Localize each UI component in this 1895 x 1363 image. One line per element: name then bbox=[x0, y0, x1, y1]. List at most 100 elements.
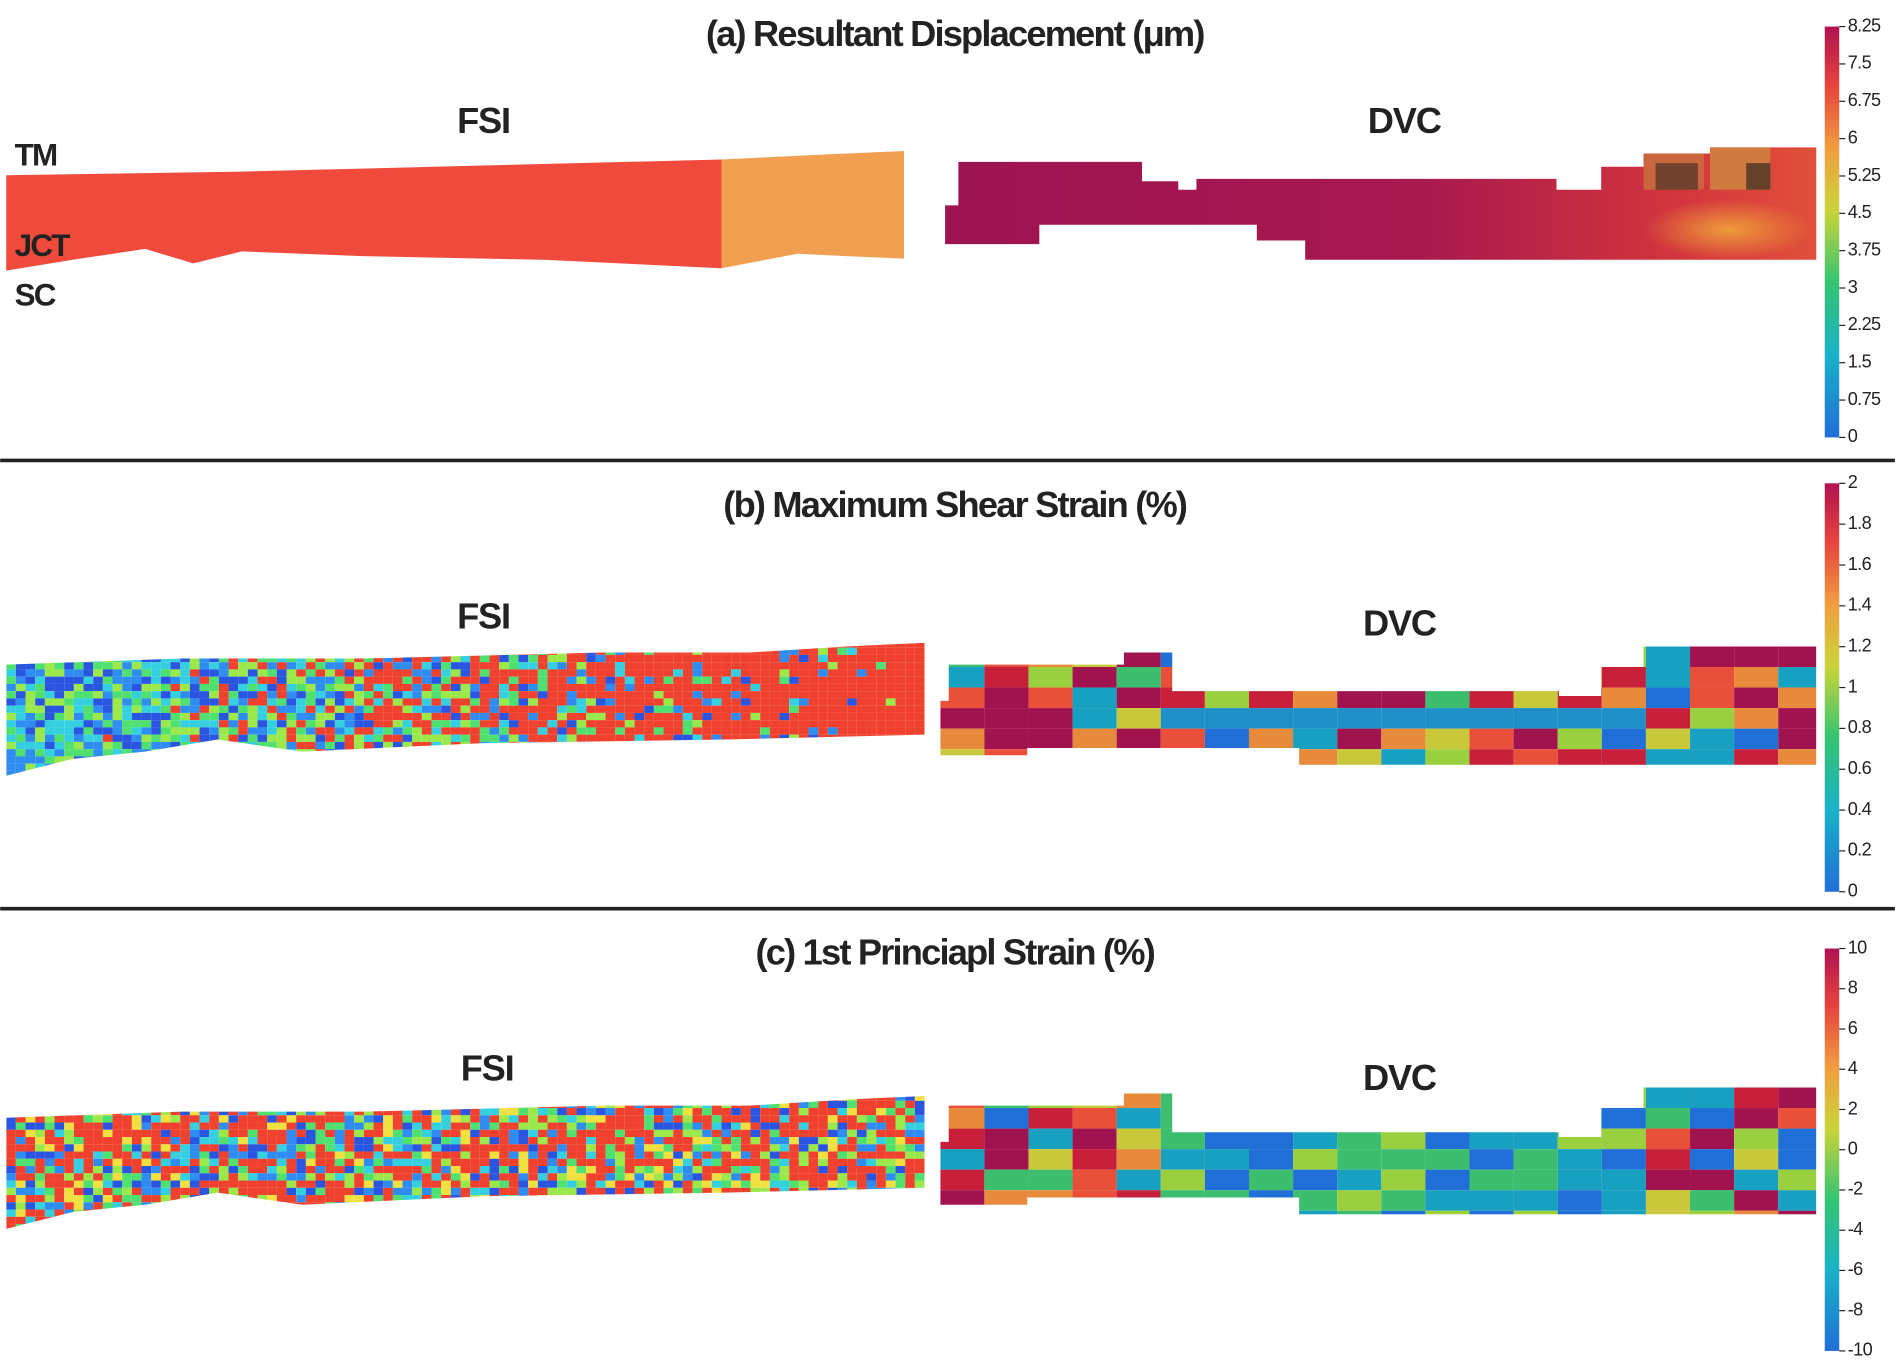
fsi-cell bbox=[83, 654, 94, 663]
fsi-cell bbox=[914, 712, 925, 721]
fsi-cell bbox=[64, 1151, 74, 1159]
fsi-cell bbox=[537, 1166, 548, 1174]
fsi-cell bbox=[441, 1158, 451, 1167]
fsi-cell bbox=[547, 705, 558, 713]
fsi-cell bbox=[83, 741, 94, 750]
dvc-cell bbox=[1734, 1149, 1779, 1170]
dvc-cell bbox=[1513, 1149, 1558, 1170]
fsi-cell bbox=[779, 1122, 790, 1130]
fsi-cell bbox=[199, 1115, 210, 1123]
fsi-cell bbox=[84, 778, 94, 785]
dvc-cell bbox=[1160, 1108, 1205, 1129]
fsi-cell bbox=[827, 698, 838, 706]
fsi-cell bbox=[160, 1108, 171, 1116]
fsi-cell bbox=[595, 756, 606, 764]
fsi-cell bbox=[228, 712, 239, 721]
dvc-cell bbox=[1204, 687, 1249, 709]
fsi-cell bbox=[769, 1187, 780, 1196]
fsi-cell bbox=[421, 727, 432, 735]
fsi-cell bbox=[663, 720, 674, 728]
fsi-cell bbox=[866, 676, 877, 684]
fsi-cell bbox=[363, 1108, 374, 1116]
fsi-cell bbox=[557, 1195, 567, 1203]
fsi-cell bbox=[228, 1115, 239, 1123]
fsi-cell bbox=[200, 778, 210, 785]
fsi-cell bbox=[15, 1209, 26, 1217]
fsi-cell bbox=[615, 1180, 625, 1188]
dvc-cell bbox=[1072, 1128, 1117, 1150]
fsi-cell bbox=[15, 654, 26, 663]
fsi-cell bbox=[499, 734, 509, 742]
fsi-cell bbox=[905, 705, 915, 713]
fsi-cell bbox=[537, 1173, 548, 1181]
fsi-cell bbox=[257, 1100, 268, 1109]
fsi-cell bbox=[219, 778, 229, 785]
fsi-cell bbox=[199, 1151, 210, 1159]
fsi-cell bbox=[238, 1122, 248, 1130]
fsi-cell bbox=[296, 1180, 306, 1188]
fsi-cell bbox=[267, 763, 277, 771]
fsi-cell bbox=[750, 654, 761, 663]
fsi-cell bbox=[499, 1166, 509, 1174]
fsi-cell bbox=[615, 712, 625, 721]
fsi-cell bbox=[808, 734, 819, 742]
fsi-cell bbox=[450, 1115, 461, 1123]
fsi-cell bbox=[508, 683, 519, 692]
fsi-cell bbox=[131, 741, 142, 750]
dvc-cell bbox=[984, 1087, 1029, 1109]
fsi-cell bbox=[170, 1224, 181, 1229]
fsi-cell bbox=[557, 778, 567, 785]
fsi-cell bbox=[682, 662, 693, 670]
fsi-cell bbox=[122, 1166, 132, 1174]
fsi-cell bbox=[895, 647, 906, 655]
fsi-cell bbox=[769, 669, 780, 677]
fsi-cell bbox=[25, 654, 36, 663]
dvc-cell bbox=[1160, 708, 1205, 729]
fsi-cell bbox=[16, 1231, 26, 1238]
fsi-cell bbox=[325, 1202, 335, 1210]
fsi-cell bbox=[286, 1187, 297, 1196]
fsi-cell bbox=[74, 1231, 84, 1238]
fsi-cell bbox=[528, 1122, 538, 1130]
fsi-cell bbox=[315, 770, 326, 776]
fsi-cell bbox=[566, 712, 577, 721]
fsi-cell bbox=[15, 712, 26, 721]
fsi-cell bbox=[344, 1151, 355, 1159]
fsi-cell bbox=[151, 683, 161, 692]
fsi-cell bbox=[151, 1224, 161, 1229]
fsi-cell bbox=[460, 1122, 471, 1130]
fsi-cell bbox=[383, 647, 393, 655]
fsi-cell bbox=[827, 662, 838, 670]
fsi-cell bbox=[441, 669, 451, 677]
fsi-cell bbox=[673, 1129, 683, 1138]
fsi-cell bbox=[731, 712, 741, 721]
fsi-cell bbox=[373, 1137, 384, 1145]
fsi-cell bbox=[83, 763, 94, 771]
fsi-cell bbox=[209, 1187, 219, 1196]
fsi-cell bbox=[6, 654, 16, 663]
fsi-cell bbox=[634, 647, 645, 655]
fsi-cell bbox=[218, 1129, 229, 1138]
fsi-cell bbox=[644, 683, 654, 692]
fsi-cell bbox=[238, 778, 248, 785]
fsi-cell bbox=[518, 749, 529, 757]
fsi-cell bbox=[769, 727, 780, 735]
fsi-cell bbox=[412, 712, 422, 721]
fsi-cell bbox=[489, 1137, 500, 1145]
fsi-cell bbox=[102, 1115, 113, 1123]
fsi-cell bbox=[508, 669, 519, 677]
fsi-cell bbox=[54, 1151, 65, 1159]
fsi-cell bbox=[683, 1231, 693, 1238]
fsi-cell bbox=[624, 720, 635, 728]
fsi-cell bbox=[615, 1231, 625, 1238]
fsi-cell bbox=[644, 741, 654, 750]
fsi-cell bbox=[363, 749, 374, 757]
fsi-cell bbox=[721, 705, 732, 713]
fsi-cell bbox=[605, 1108, 616, 1116]
fsi-cell bbox=[354, 1115, 364, 1123]
dvc-cell bbox=[1116, 1108, 1161, 1129]
fsi-cell bbox=[238, 691, 248, 699]
fsi-cell bbox=[131, 1202, 142, 1210]
fsi-cell bbox=[760, 691, 770, 699]
fsi-cell bbox=[247, 741, 258, 750]
